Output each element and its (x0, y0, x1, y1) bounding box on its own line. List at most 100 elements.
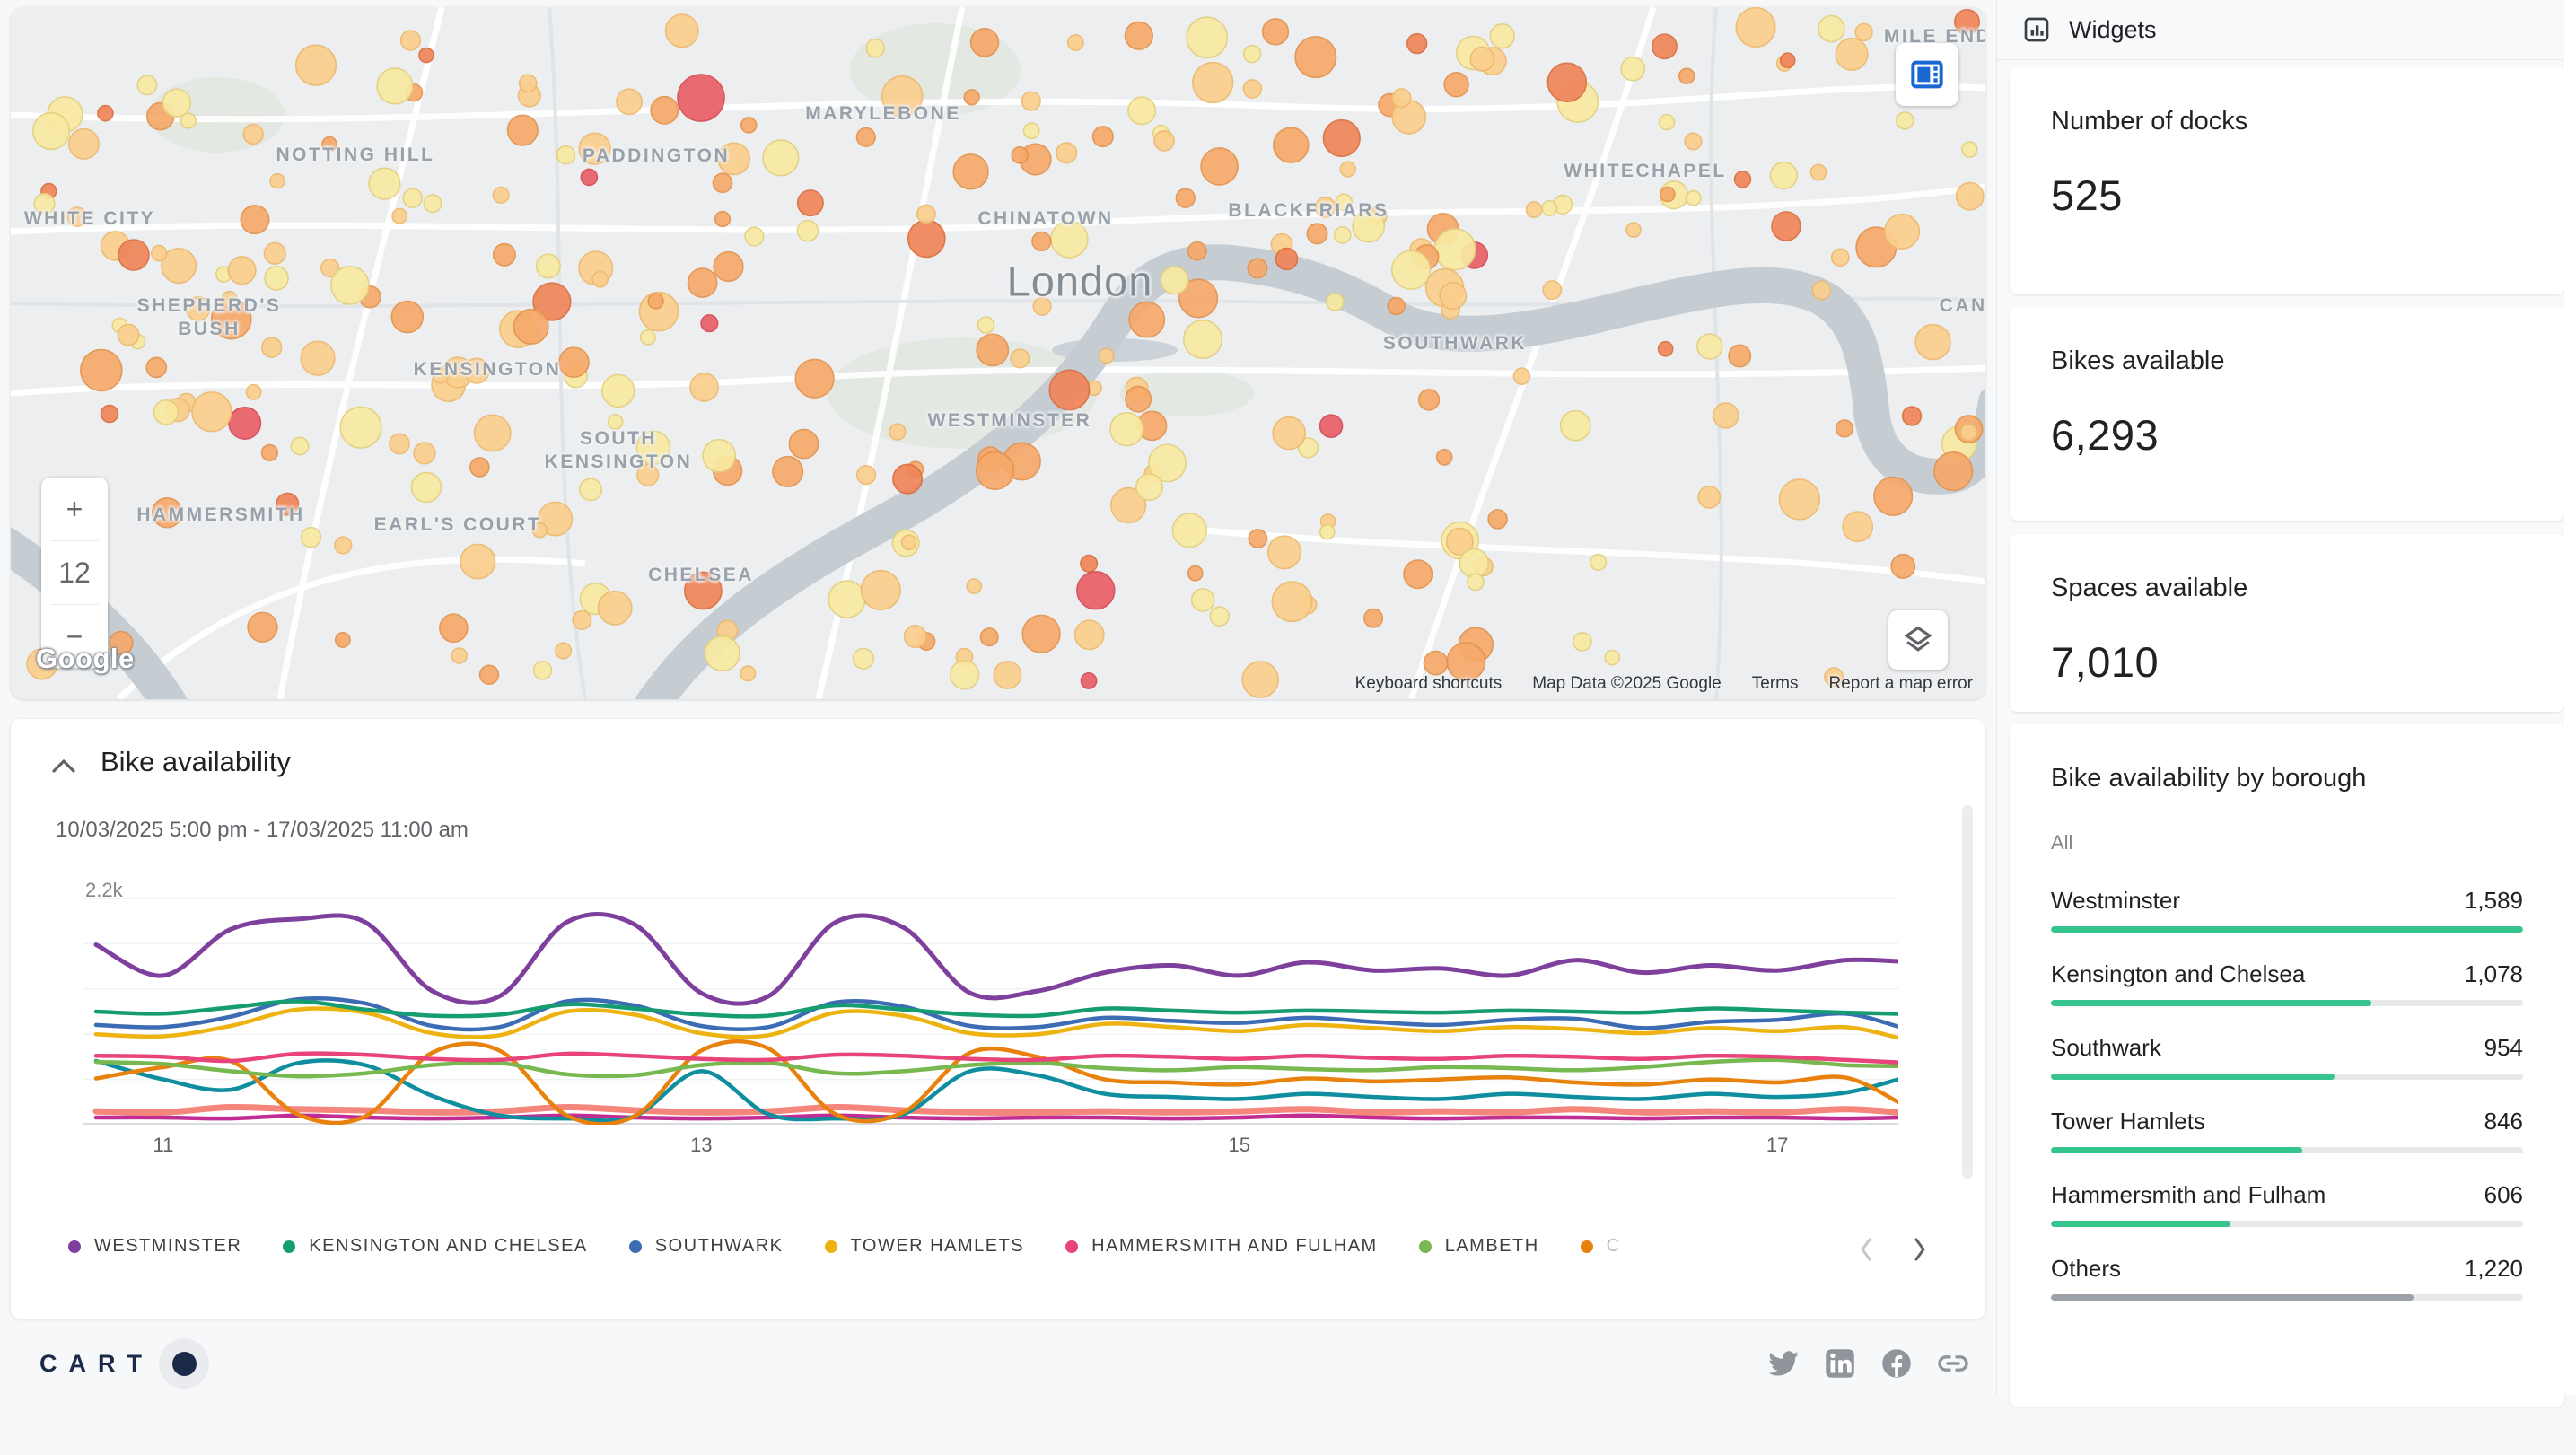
toggle-widgets-panel-button[interactable] (1896, 43, 1958, 106)
series-line--unlabeled-teal- (93, 1058, 1898, 1123)
station-dot (740, 665, 757, 682)
map[interactable]: WHITE CITY NOTTING HILL PADDINGTON MARYLEBO… (11, 7, 1985, 699)
zoom-in-button[interactable]: + (66, 492, 83, 525)
kpi-label: Spaces available (2051, 574, 2248, 602)
station-dot (1209, 606, 1230, 627)
borough-row-others[interactable]: Others 1,220 (2051, 1255, 2523, 1301)
station-dot (700, 314, 719, 333)
series-line-kensington-and-chelsea (93, 999, 1898, 1019)
legend-color-dot (1065, 1240, 1079, 1253)
station-dot (555, 642, 573, 660)
station-dot (1326, 292, 1345, 311)
twitter-icon[interactable] (1767, 1347, 1800, 1380)
station-dot (740, 117, 758, 134)
station-dot (1272, 416, 1307, 451)
station-dot (1153, 130, 1175, 152)
station-dot (1391, 88, 1412, 109)
station-dot (717, 142, 751, 176)
station-dot (1435, 449, 1453, 466)
station-dot (1186, 16, 1229, 59)
legend-item-southwark[interactable]: SOUTHWARK (628, 1236, 784, 1257)
station-dot (950, 660, 980, 690)
report-map-error-link[interactable]: Report a map error (1828, 674, 1973, 693)
station-dot (558, 346, 590, 378)
legend-item-westminster[interactable]: WESTMINSTER (68, 1236, 241, 1257)
chart-scrollbar[interactable] (1962, 805, 1973, 1179)
link-icon[interactable] (1937, 1347, 1969, 1380)
sidebar-scrollbar[interactable] (2564, 0, 2576, 1395)
borough-row-westminster[interactable]: Westminster 1,589 (2051, 887, 2523, 933)
district-label: KENSINGTON (413, 358, 562, 380)
line-chart[interactable] (83, 898, 1898, 1125)
station-dot (1125, 385, 1152, 413)
legend-label: KENSINGTON AND CHELSEA (309, 1236, 588, 1256)
keyboard-shortcuts-link[interactable]: Keyboard shortcuts (1354, 674, 1503, 693)
panel-toggle-icon (1911, 60, 1943, 89)
legend-item-kensington-and-chelsea[interactable]: KENSINGTON AND CHELSEA (283, 1236, 587, 1257)
terms-link[interactable]: Terms (1751, 674, 1799, 693)
station-dot (1417, 389, 1441, 411)
map-data-copyright: Map Data ©2025 Google (1532, 674, 1722, 693)
station-dot (117, 323, 140, 346)
station-dot (1314, 197, 1336, 218)
station-dot (1778, 478, 1821, 521)
district-label: MILE END (1883, 25, 1985, 47)
district-label: EARL'S COURT (373, 513, 542, 535)
station-dot (1625, 222, 1642, 238)
x-axis-ticks: 11 13 15 17 (83, 1134, 1898, 1161)
borough-row-hammersmith-and-fulham[interactable]: Hammersmith and Fulham 606 (2051, 1181, 2523, 1227)
station-dot (1830, 248, 1850, 267)
station-dot (413, 442, 436, 465)
station-dot (1842, 511, 1874, 543)
legend-item-c[interactable]: C (1580, 1236, 1621, 1257)
station-dot (772, 455, 804, 487)
station-dot (492, 242, 516, 267)
station-dot (591, 270, 609, 288)
station-dot (1678, 67, 1695, 84)
legend-prev-button[interactable] (1853, 1236, 1879, 1263)
legend-label: WESTMINSTER (94, 1236, 242, 1256)
station-dot (828, 580, 866, 618)
legend-next-button[interactable] (1906, 1236, 1933, 1263)
station-dot (1469, 46, 1495, 72)
station-dot (463, 357, 490, 384)
station-dot (1433, 228, 1476, 271)
facebook-icon[interactable] (1880, 1347, 1913, 1380)
station-dot (294, 44, 337, 86)
city-label: London (1006, 257, 1153, 305)
legend-item-lambeth[interactable]: LAMBETH (1418, 1236, 1539, 1257)
station-dot (1854, 22, 1873, 42)
linkedin-icon[interactable] (1824, 1347, 1856, 1380)
legend-color-dot (1580, 1240, 1593, 1253)
station-dot (300, 340, 336, 376)
station-dot (402, 188, 423, 208)
google-logo: Google (36, 643, 135, 674)
bike-availability-widget: Bike availability 10/03/2025 5:00 pm - 1… (11, 719, 1985, 1319)
map-zoom-control[interactable]: + 12 − (41, 478, 108, 668)
station-dot (1541, 199, 1558, 217)
district-label: PADDINGTON (582, 145, 731, 166)
station-dot (1657, 340, 1674, 357)
borough-row-southwark[interactable]: Southwark 954 (2051, 1034, 2523, 1080)
station-dot (1512, 367, 1531, 385)
station-dot (1352, 209, 1386, 243)
station-dot (979, 627, 999, 647)
borough-row-kensington-and-chelsea[interactable]: Kensington and Chelsea 1,078 (2051, 960, 2523, 1006)
station-dot (1127, 96, 1157, 126)
station-dot (1247, 258, 1268, 279)
borough-row-tower-hamlets[interactable]: Tower Hamlets 846 (2051, 1108, 2523, 1153)
legend-item-hammersmith-and-fulham[interactable]: HAMMERSMITH AND FULHAM (1065, 1236, 1378, 1257)
legend-item-tower-hamlets[interactable]: TOWER HAMLETS (824, 1236, 1025, 1257)
collapse-chevron-icon[interactable] (50, 757, 77, 776)
map-layers-button[interactable] (1888, 610, 1948, 670)
station-dot (1031, 231, 1052, 252)
zoom-out-button[interactable]: − (66, 619, 83, 653)
kpi-card-spaces-available: Spaces available 7,010 (2010, 534, 2564, 712)
station-dot (650, 95, 679, 125)
station-dot (432, 367, 450, 384)
station-dot (1109, 412, 1144, 447)
station-dot (865, 38, 885, 58)
station-dot (1818, 14, 1845, 43)
station-dot (1914, 323, 1951, 361)
kpi-label: Number of docks (2051, 107, 2248, 136)
